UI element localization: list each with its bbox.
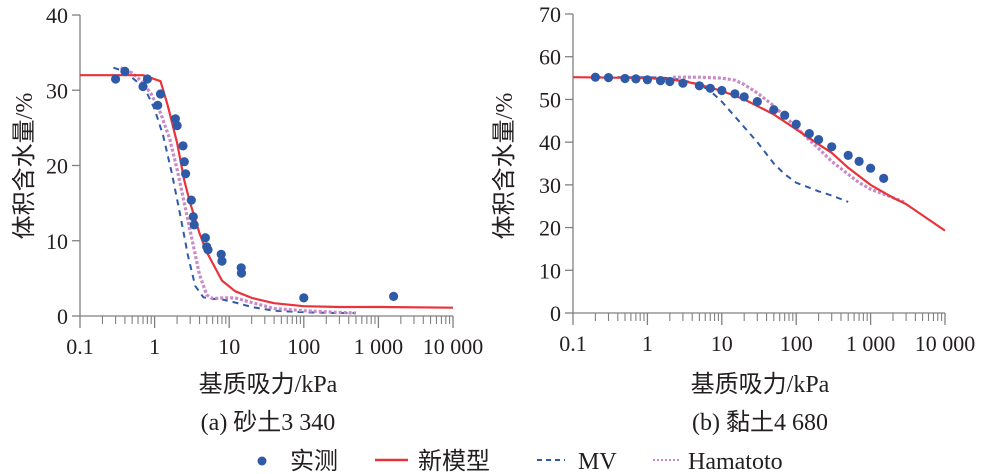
y-tick-label: 10: [539, 258, 561, 283]
y-tick-label: 50: [539, 87, 561, 112]
data-point-measured: [216, 249, 226, 259]
data-point-measured: [752, 97, 762, 107]
series-line-new-model: [80, 74, 454, 309]
x-tick-label: 1 000: [846, 331, 896, 356]
data-point-measured: [189, 220, 199, 230]
y-tick-label: 30: [539, 173, 561, 198]
data-point-measured: [866, 163, 876, 173]
chart-panel-a: 0 10 20 30 40 0.1 1 10 100 1 000 10 000: [46, 3, 483, 359]
data-point-measured: [155, 89, 166, 99]
data-point-measured: [111, 74, 121, 84]
data-point-measured: [200, 233, 210, 243]
legend: 实测 新模型 MV Hamatoto: [257, 448, 783, 474]
y-tick-label: 70: [539, 2, 561, 27]
data-point-measured: [590, 72, 601, 82]
data-point-measured: [172, 121, 182, 131]
data-point-measured: [843, 150, 853, 160]
data-point-measured: [780, 110, 790, 120]
data-point-measured: [631, 74, 641, 84]
x-axis-title-a: 基质吸力/kPa: [199, 371, 338, 398]
data-point-measured: [730, 89, 740, 99]
y-tick-label: 0: [57, 304, 68, 329]
data-point-measured: [153, 100, 163, 110]
data-point-measured: [804, 129, 814, 139]
x-tick-label: 10 000: [915, 331, 976, 356]
x-tick-label: 0.1: [559, 331, 587, 356]
x-axis-title-b: 基质吸力/kPa: [691, 371, 830, 398]
y-tick-label: 30: [46, 78, 68, 103]
data-point-measured: [389, 291, 399, 301]
data-point-measured: [217, 256, 227, 266]
y-axis-title-b: 体积含水量/%: [491, 93, 518, 240]
data-point-measured: [188, 212, 198, 222]
data-point-measured: [739, 92, 749, 102]
data-point-measured: [120, 66, 130, 76]
data-point-measured: [186, 195, 196, 205]
series-line-hamatoto: [119, 66, 356, 315]
chart-panel-b: 0 10 20 30 40 50 60 70 0.1 1 10 100 1 000 10 000: [539, 2, 975, 356]
data-point-measured: [299, 293, 309, 303]
series-line-mv: [113, 66, 356, 314]
data-point-measured: [142, 74, 152, 84]
legend-label-new-model: 新模型: [418, 448, 490, 474]
data-point-measured: [827, 142, 837, 152]
y-tick-label: 40: [539, 130, 561, 155]
data-point-measured: [178, 141, 188, 151]
y-tick-label: 60: [539, 45, 561, 70]
x-tick-label: 10: [218, 334, 240, 359]
data-point-measured: [694, 81, 705, 91]
data-point-measured: [620, 73, 630, 84]
data-point-measured: [791, 119, 801, 129]
data-point-measured: [603, 73, 614, 83]
x-tick-label: 0.1: [66, 334, 94, 359]
x-tick-label: 1: [149, 334, 160, 359]
legend-label-mv: MV: [578, 449, 617, 474]
x-tick-label: 1: [642, 331, 653, 356]
data-point-measured: [665, 76, 675, 87]
x-tick-label: 1 000: [354, 334, 404, 359]
data-point-measured: [814, 135, 824, 145]
x-tick-label: 100: [287, 334, 320, 359]
legend-label-hamatoto: Hamatoto: [688, 449, 783, 474]
legend-marker-measured: [257, 456, 267, 466]
chart-title-b: (b) 黏土4 680: [692, 409, 828, 436]
x-tick-label: 100: [780, 331, 813, 356]
x-tick-label: 10: [711, 331, 733, 356]
data-point-measured: [236, 268, 247, 278]
y-tick-label: 10: [46, 229, 68, 254]
y-tick-label: 20: [539, 216, 561, 241]
legend-label-measured: 实测: [290, 448, 338, 474]
data-point-measured: [705, 83, 715, 93]
data-point-measured: [203, 245, 213, 255]
data-point-measured: [181, 169, 191, 179]
data-point-measured: [769, 105, 779, 115]
data-point-measured: [717, 85, 727, 96]
data-point-measured: [879, 173, 889, 183]
data-point-measured: [655, 76, 666, 86]
data-point-measured: [854, 156, 864, 166]
y-axis-title-a: 体积含水量/%: [11, 93, 38, 240]
y-tick-label: 20: [46, 154, 68, 179]
series-line-hamatoto: [672, 75, 907, 205]
data-point-measured: [642, 75, 653, 85]
y-tick-label: 40: [46, 3, 68, 28]
x-tick-label: 10 000: [423, 334, 484, 359]
data-point-measured: [138, 81, 148, 92]
series-line-new-model: [572, 76, 946, 232]
data-point-measured: [678, 78, 688, 88]
data-point-measured: [179, 157, 189, 167]
y-tick-label: 0: [550, 301, 561, 326]
chart-title-a: (a) 砂土3 340: [201, 409, 336, 436]
